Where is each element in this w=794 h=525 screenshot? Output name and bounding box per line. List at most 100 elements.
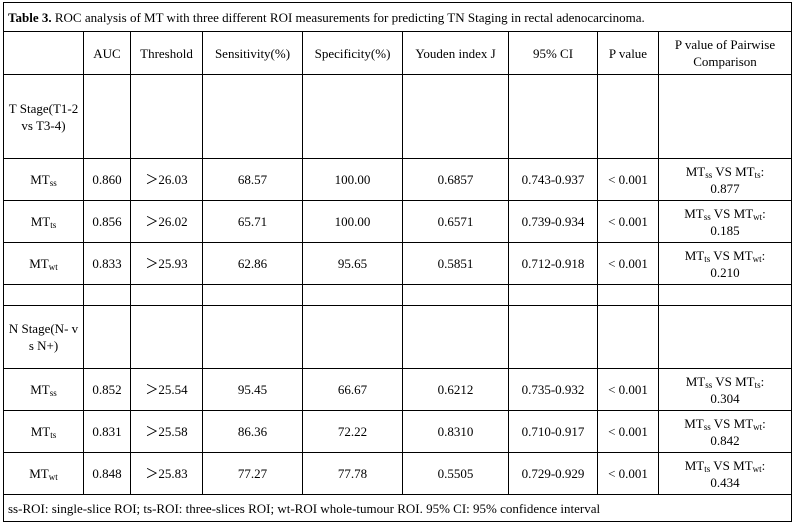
table-row: MTwt 0.833 ＞25.93 62.86 95.65 0.5851 0.712-0.9… (3, 242, 792, 285)
data-cell: 0.5505 (402, 452, 509, 495)
data-cell: 95.65 (302, 242, 403, 285)
pairwise-cell: MTss VS MTts: 0.304 (658, 368, 792, 411)
pair-b-sub: ts (754, 379, 761, 390)
data-cell: 68.57 (202, 158, 303, 201)
measure-cell: MTts (3, 200, 84, 243)
measure-sub: wt (48, 262, 58, 272)
data-cell: 0.739-0.934 (508, 200, 598, 243)
data-cell: 0.833 (83, 242, 131, 285)
pair-vs: VS MT (710, 205, 754, 221)
pair-end: : (761, 457, 766, 473)
data-cell: 0.5851 (402, 242, 509, 285)
data-cell: 0.6212 (402, 368, 509, 411)
measure-sub: ss (49, 388, 57, 398)
data-cell: ＞25.58 (130, 410, 203, 453)
table-row: ss-ROI: single-slice ROI; ts-ROI: three-… (3, 494, 792, 522)
measure-base: MT (30, 424, 51, 439)
data-cell: 77.27 (202, 452, 303, 495)
pairwise-cell: MTts VS MTwt: 0.210 (658, 242, 792, 285)
data-cell: 100.00 (302, 158, 403, 201)
table-row: AUC Threshold Sensitivity(%) Specificity(%)… (3, 31, 792, 75)
measure-base: MT (29, 466, 49, 481)
title-label: Table 3. (8, 9, 52, 25)
pair-vs: VS MT (712, 163, 755, 179)
empty-cell (83, 305, 131, 369)
pair-a-sub: ts (704, 253, 711, 264)
empty-cell (402, 74, 509, 159)
pair-end: : (762, 415, 766, 431)
data-cell: 0.735-0.932 (508, 368, 598, 411)
data-cell: ＞26.02 (130, 200, 203, 243)
empty-cell (202, 74, 303, 159)
empty-cell (130, 305, 203, 369)
measure-cell: MTss (3, 368, 84, 411)
data-cell: 86.36 (202, 410, 303, 453)
pair-b-sub: wt (753, 421, 763, 432)
data-cell: 66.67 (302, 368, 403, 411)
data-cell: 0.848 (83, 452, 131, 495)
empty-cell (658, 284, 792, 306)
empty-cell (597, 305, 659, 369)
measure-cell: MTwt (3, 242, 84, 285)
pair-b-sub: ts (754, 169, 761, 180)
pairwise-cell: MTss VS MTwt: 0.842 (658, 410, 792, 453)
data-cell: 0.831 (83, 410, 131, 453)
measure-base: MT (30, 214, 51, 229)
data-cell: < 0.001 (597, 200, 659, 243)
header-cell: Sensitivity(%) (202, 31, 303, 75)
data-cell: ＞25.93 (130, 242, 203, 285)
data-cell: 0.712-0.918 (508, 242, 598, 285)
measure-base: MT (30, 382, 50, 397)
data-cell: 0.743-0.937 (508, 158, 598, 201)
pair-a: MT (685, 373, 706, 389)
table-row: MTss 0.860 ＞26.03 68.57 100.00 0.6857 0.743-0.… (3, 158, 792, 201)
empty-cell (302, 305, 403, 369)
table-row: T Stage(T1-2 vs T3-4) (3, 74, 792, 159)
header-cell: Threshold (130, 31, 203, 75)
empty-cell (202, 305, 303, 369)
data-cell: 95.45 (202, 368, 303, 411)
title-text: ROC analysis of MT with three different … (51, 9, 645, 25)
empty-cell (302, 284, 403, 306)
measure-cell: MTwt (3, 452, 84, 495)
empty-cell (3, 284, 84, 306)
pairwise-cell: MTss VS MTts: 0.877 (658, 158, 792, 201)
table-row: N Stage(N- vs N+) (3, 305, 792, 369)
empty-cell (302, 74, 403, 159)
pair-a-sub: ts (704, 463, 711, 474)
pair-vs: VS MT (710, 457, 753, 473)
pair-value: 0.842 (710, 432, 740, 448)
pair-a-sub: ss (703, 211, 711, 222)
data-cell: 0.8310 (402, 410, 509, 453)
group-label: N Stage(N- vs N+) (3, 305, 84, 369)
pair-a: MT (684, 415, 704, 431)
empty-cell (130, 284, 203, 306)
pair-a: MT (684, 457, 705, 473)
table-row: MTts 0.856 ＞26.02 65.71 100.00 0.6571 0.739-0.… (3, 200, 792, 243)
data-cell: 0.860 (83, 158, 131, 201)
pair-end: : (760, 373, 765, 389)
data-cell: 65.71 (202, 200, 303, 243)
data-cell: 77.78 (302, 452, 403, 495)
group-label: T Stage(T1-2 vs T3-4) (3, 74, 84, 159)
table-title: Table 3. ROC analysis of MT with three d… (3, 2, 792, 32)
pair-a: MT (684, 247, 705, 263)
pair-value: 0.877 (710, 180, 740, 196)
data-cell: 72.22 (302, 410, 403, 453)
table-row: MTss 0.852 ＞25.54 95.45 66.67 0.6212 0.735-0.9… (3, 368, 792, 411)
data-cell: < 0.001 (597, 158, 659, 201)
header-cell: P value (597, 31, 659, 75)
measure-sub: ss (49, 178, 57, 188)
pair-a-sub: ss (703, 421, 711, 432)
pair-value: 0.185 (710, 222, 740, 238)
empty-cell (597, 284, 659, 306)
measure-sub: wt (48, 472, 58, 482)
empty-cell (508, 284, 598, 306)
roc-table: Table 3. ROC analysis of MT with three d… (3, 2, 792, 522)
measure-base: MT (30, 172, 50, 187)
data-cell: 0.6857 (402, 158, 509, 201)
data-cell: ＞25.54 (130, 368, 203, 411)
pair-a-sub: ss (705, 379, 713, 390)
table-row: MTts 0.831 ＞25.58 86.36 72.22 0.8310 0.710-0.9… (3, 410, 792, 453)
